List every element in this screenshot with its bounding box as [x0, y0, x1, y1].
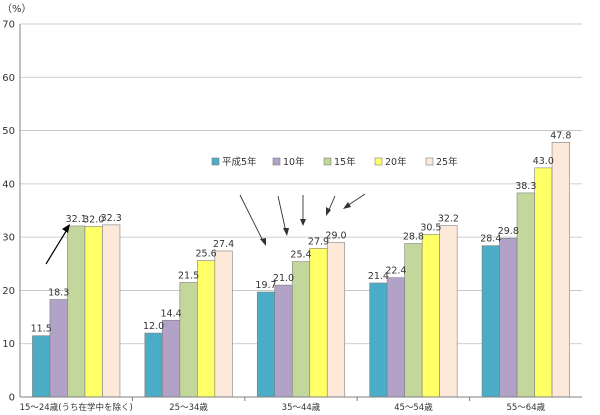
legend-label: 25年: [436, 156, 458, 168]
bar: [369, 282, 388, 398]
bar: [179, 282, 198, 398]
data-label: 11.5: [31, 324, 52, 335]
y-tick-label: 30: [2, 233, 15, 244]
data-label: 12.0: [143, 321, 164, 332]
bar: [516, 192, 535, 398]
legend-label: 10年: [283, 156, 305, 168]
x-tick-label: 25～34歳: [169, 402, 208, 413]
annotation-arrowhead: [260, 238, 266, 246]
legend-label: 15年: [334, 156, 356, 168]
x-tick-label: 35～44歳: [282, 402, 321, 413]
x-tick-label: 15～24歳(うち在学中を除く): [20, 402, 133, 413]
annotation-arrows: [45, 193, 366, 265]
data-label: 30.5: [420, 222, 441, 233]
bar: [49, 299, 68, 398]
data-label: 32.1: [66, 214, 87, 225]
legend-swatch: [374, 157, 383, 166]
bar: [102, 224, 121, 398]
data-label: 19.7: [255, 280, 276, 291]
data-label: 29.0: [325, 230, 346, 241]
y-axis: 0 10 20 30 40 50 60 70: [2, 20, 21, 404]
data-label: 38.3: [515, 181, 536, 192]
annotation-arrowhead: [300, 219, 306, 226]
bar: [421, 234, 440, 398]
data-label: 32.2: [438, 213, 459, 224]
bar: [404, 243, 423, 398]
data-label: 27.9: [308, 236, 329, 247]
bar: [439, 225, 458, 398]
legend-swatch: [211, 157, 220, 166]
bar: [534, 167, 553, 398]
bar: [326, 242, 346, 398]
data-label: 28.4: [480, 234, 501, 245]
annotation-arrowhead: [283, 228, 289, 236]
legend-swatch: [425, 157, 434, 166]
bar: [67, 225, 86, 398]
bar: [144, 332, 163, 398]
bar: [386, 277, 405, 398]
data-label: 43.0: [533, 156, 554, 167]
bar: [481, 245, 500, 398]
data-label: 21.0: [273, 273, 294, 284]
bar: [162, 319, 181, 398]
annotation-arrow: [45, 227, 69, 265]
bar: [256, 291, 276, 398]
data-label: 29.8: [498, 226, 519, 237]
data-labels: 11.5 18.3 32.132.032.3 12.0 14.4 21.5 25.627.4…: [31, 130, 572, 334]
data-label: 22.4: [385, 266, 406, 277]
data-label: 32.0: [83, 214, 104, 225]
data-label: 27.4: [213, 239, 234, 250]
y-tick-label: 50: [2, 126, 15, 137]
y-tick-label: 60: [2, 73, 15, 84]
y-unit-label: （%）: [2, 3, 32, 15]
annotation-arrowhead: [343, 202, 351, 209]
y-tick-label: 70: [2, 20, 15, 31]
annotation-arrow: [239, 194, 265, 244]
x-axis: 15～24歳(うち在学中を除く) 25～34歳 35～44歳 45～54歳 55～64歳: [20, 396, 582, 413]
y-tick-label: 0: [9, 393, 15, 404]
data-label: 14.4: [161, 308, 182, 319]
x-tick-label: 45～54歳: [394, 402, 433, 413]
bar: [291, 261, 311, 398]
data-label: 21.5: [178, 270, 199, 281]
x-tick-label: 55～64歳: [506, 402, 545, 413]
bar: [32, 335, 51, 398]
data-label: 25.4: [290, 250, 311, 261]
data-label: 47.8: [550, 130, 571, 141]
bar: [214, 250, 233, 398]
y-tick-label: 40: [2, 179, 15, 190]
bar: [197, 260, 216, 398]
annotation-arrow: [346, 193, 366, 207]
legend-swatch: [323, 157, 332, 166]
bar: [309, 248, 328, 398]
legend-swatch: [272, 157, 281, 166]
data-label: 25.6: [196, 249, 217, 260]
legend-label: 平成5年: [222, 156, 257, 168]
y-tick-label: 10: [2, 339, 15, 350]
legend: 平成5年 10年 15年 20年 25年: [211, 156, 458, 168]
data-label: 28.8: [403, 232, 424, 243]
legend-label: 20年: [385, 156, 407, 168]
bars: [32, 141, 570, 398]
bar: [274, 284, 293, 398]
annotation-arrowhead: [326, 207, 331, 216]
annotation-arrow: [277, 195, 287, 233]
y-tick-label: 20: [2, 286, 15, 297]
bar: [499, 237, 518, 398]
data-label: 18.3: [48, 287, 69, 298]
annotation-arrowhead: [62, 224, 70, 233]
data-label: 32.3: [101, 213, 122, 224]
bar: [551, 141, 570, 398]
bar: [84, 226, 103, 398]
data-label: 21.4: [368, 271, 389, 282]
